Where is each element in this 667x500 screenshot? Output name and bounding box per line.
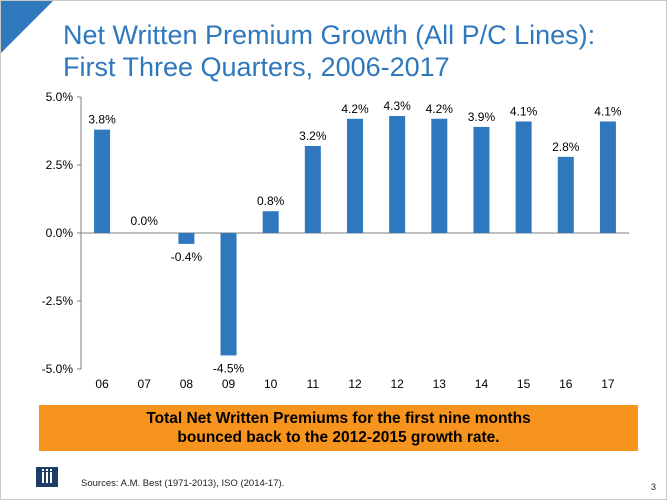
data-label: -0.4% <box>171 250 203 264</box>
bar <box>473 126 490 233</box>
x-tick-label: 15 <box>517 377 531 391</box>
callout-line-1: Total Net Written Premiums for the first… <box>146 410 531 427</box>
title-line-2: First Three Quarters, 2006-2017 <box>63 52 450 82</box>
x-tick-label: 10 <box>264 377 278 391</box>
corner-accent <box>1 1 53 53</box>
data-label: 0.8% <box>257 194 285 208</box>
x-tick-label: 11 <box>307 377 320 391</box>
bar <box>220 233 237 356</box>
y-tick-label: -2.5% <box>42 294 74 308</box>
y-tick-label: 5.0% <box>46 90 74 104</box>
bar <box>557 156 574 233</box>
x-tick-label: 17 <box>601 377 615 391</box>
y-tick-label: 2.5% <box>46 158 74 172</box>
slide-title: Net Written Premium Growth (All P/C Line… <box>63 19 653 83</box>
page-number: 3 <box>651 482 657 492</box>
x-tick-label: 09 <box>222 377 236 391</box>
x-tick-label: 13 <box>433 377 447 391</box>
bar <box>178 233 195 244</box>
bar <box>304 145 321 233</box>
x-tick-label: 07 <box>138 377 152 391</box>
bar <box>347 118 363 233</box>
x-tick-label: 12 <box>348 377 362 391</box>
bar <box>515 121 532 233</box>
x-tick-label: 16 <box>559 377 573 391</box>
bar <box>599 121 616 233</box>
sources-note: Sources: A.M. Best (1971-2013), ISO (201… <box>81 478 285 489</box>
data-label: 4.2% <box>426 102 454 116</box>
bar <box>431 118 448 233</box>
y-tick-label: -5.0% <box>42 362 74 376</box>
callout-box: Total Net Written Premiums for the first… <box>39 405 638 451</box>
y-tick-label: 0.0% <box>46 226 74 240</box>
x-tick-label: 12 <box>390 377 404 391</box>
title-line-1: Net Written Premium Growth (All P/C Line… <box>63 20 596 50</box>
data-label: 4.3% <box>383 99 411 113</box>
data-label: 3.8% <box>88 113 116 127</box>
data-label: 2.8% <box>552 140 580 154</box>
bar <box>389 116 406 233</box>
data-label: -4.5% <box>213 361 245 375</box>
x-tick-label: 08 <box>180 377 194 391</box>
x-tick-label: 06 <box>95 377 109 391</box>
data-label: 3.2% <box>299 129 327 143</box>
bar <box>94 129 111 233</box>
bar-chart: 5.0% 2.5% 0.0% -2.5% -5.0% 3.8% 06 0.0% 07 -0.4% 0… <box>42 90 629 391</box>
data-label: 0.0% <box>131 214 159 228</box>
data-label: 3.9% <box>468 110 496 124</box>
data-label: 4.1% <box>510 104 538 118</box>
iii-logo-icon <box>36 467 58 487</box>
callout-line-2: bounced back to the 2012-2015 growth rat… <box>177 429 500 446</box>
data-label: 4.1% <box>594 104 622 118</box>
x-tick-label: 14 <box>475 377 489 391</box>
data-label: 4.2% <box>341 102 369 116</box>
bar <box>262 211 279 233</box>
